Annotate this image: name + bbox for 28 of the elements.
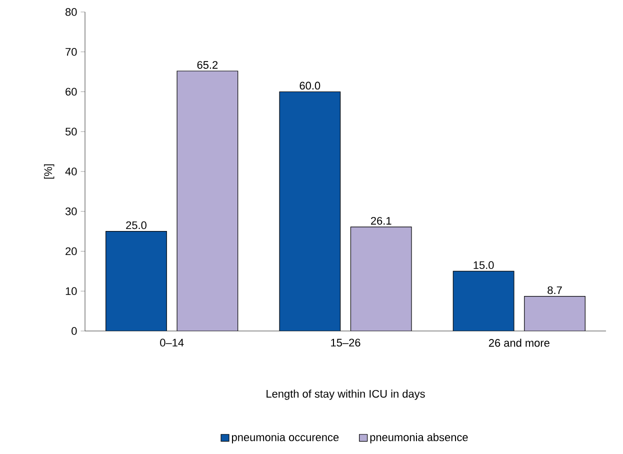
bar	[106, 231, 167, 331]
data-label: 26.1	[370, 216, 392, 225]
bar	[524, 296, 586, 331]
bar	[350, 226, 412, 331]
data-label: 25.0	[126, 221, 146, 230]
x-tick-label: 26 and more	[488, 338, 550, 347]
bar	[280, 92, 340, 331]
y-tick-label: 80	[66, 8, 77, 16]
x-tick-label: 15–26	[331, 338, 360, 347]
x-axis-title: Length of stay within ICU in days	[266, 390, 425, 400]
data-label: 60.0	[300, 82, 320, 90]
legend-label: pneumonia absence	[370, 433, 468, 444]
y-tick-label: 30	[65, 207, 77, 216]
legend-label: pneumonia occurence	[232, 433, 339, 444]
y-axis-title: [%]	[44, 164, 54, 179]
y-tick-label: 0	[72, 327, 77, 335]
y-tick-label: 20	[66, 247, 77, 256]
bar	[452, 270, 514, 331]
y-tick-label: 40	[65, 168, 77, 176]
x-tick-label: 0–14	[160, 338, 184, 347]
y-tick-label: 60	[66, 88, 77, 96]
y-tick-label: 10	[66, 287, 77, 295]
bar	[177, 71, 238, 331]
y-tick-label: 50	[65, 128, 77, 136]
y-tick-label: 70	[66, 48, 77, 56]
data-label: 8.7	[548, 286, 562, 294]
data-label: 15.0	[474, 261, 494, 269]
data-label: 65.2	[197, 61, 218, 69]
